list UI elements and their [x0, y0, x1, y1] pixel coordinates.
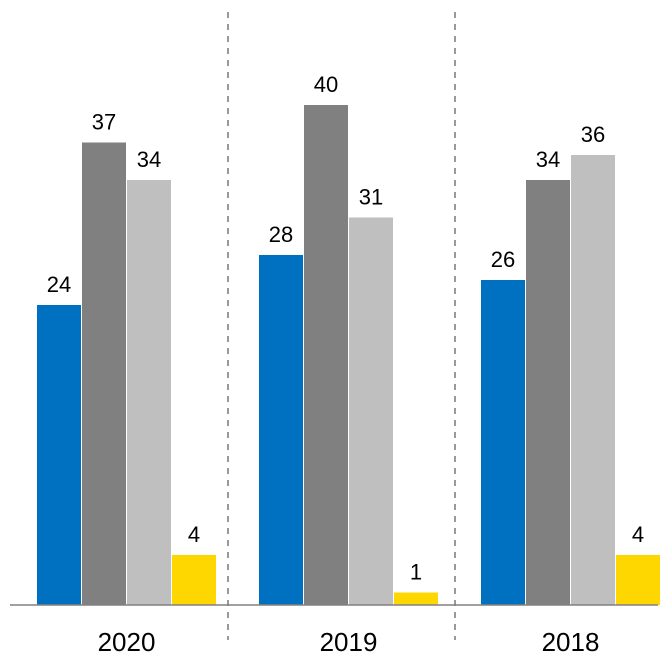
group-separators: [227, 12, 456, 640]
data-label-2018-s2: 34: [536, 147, 560, 172]
bar-2018-s2: [526, 180, 570, 605]
data-label-2019-s2: 40: [314, 72, 338, 97]
data-label-2019-s3: 31: [359, 185, 383, 210]
data-label-2018-s1: 26: [491, 247, 515, 272]
bar-2020-s4: [172, 555, 216, 605]
bar-2018-s3: [571, 155, 615, 605]
bar-2020-s1: [37, 305, 81, 605]
data-label-2019-s1: 28: [269, 222, 293, 247]
data-label-2018-s4: 4: [632, 522, 644, 547]
bar-2019-s4: [394, 592, 438, 605]
category-labels-layer: 2020 2019 2018: [98, 627, 600, 654]
data-label-2020-s1: 24: [47, 272, 71, 297]
bar-2019-s2: [304, 105, 348, 605]
data-label-2018-s3: 36: [581, 122, 605, 147]
bar-2019-s3: [349, 217, 393, 605]
bar-2020-s3: [127, 180, 171, 605]
category-label-2020: 2020: [98, 627, 156, 654]
data-label-2020-s2: 37: [92, 110, 116, 135]
data-labels-layer: 24 37 34 4 28 40 31 1 26 34 36 4: [47, 72, 644, 585]
bars-layer: [37, 105, 660, 605]
bar-2018-s1: [481, 280, 525, 605]
category-label-2018: 2018: [542, 627, 600, 654]
data-label-2020-s4: 4: [188, 522, 200, 547]
bar-2019-s1: [259, 255, 303, 605]
data-label-2020-s3: 34: [137, 147, 161, 172]
bar-2018-s4: [616, 555, 660, 605]
data-label-2019-s4: 1: [410, 560, 422, 585]
bar-2020-s2: [82, 142, 126, 605]
category-label-2019: 2019: [320, 627, 378, 654]
